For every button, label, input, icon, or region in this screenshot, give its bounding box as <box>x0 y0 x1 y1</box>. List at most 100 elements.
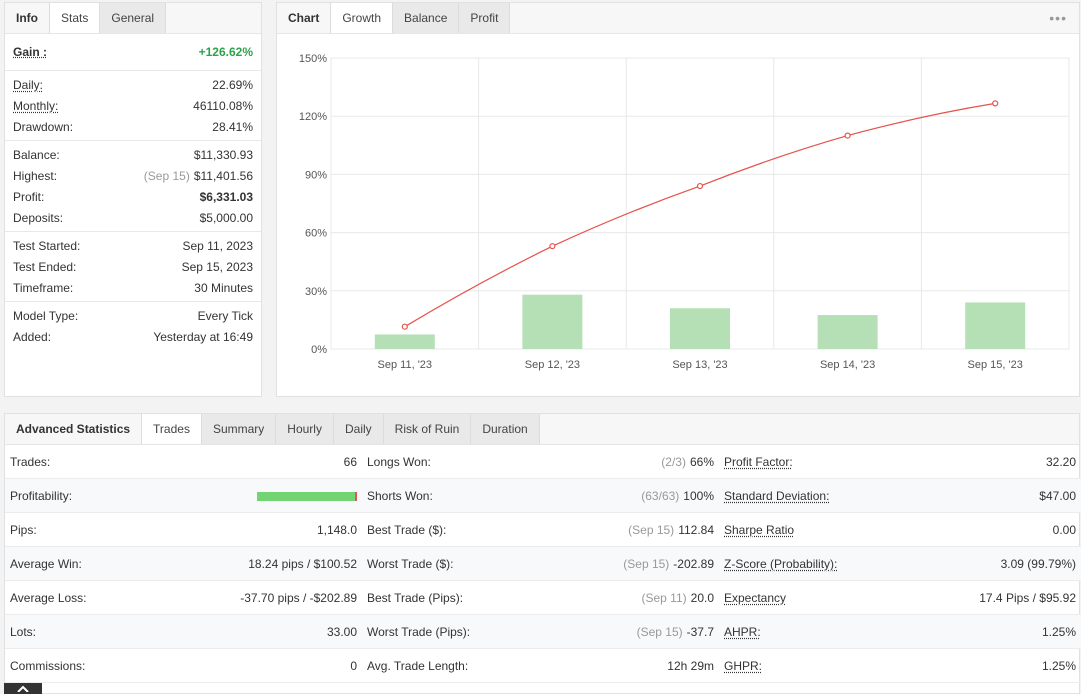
info-row: Model Type: Every Tick <box>5 305 261 326</box>
stat-label: Best Trade (Pips): <box>367 590 464 605</box>
stat-value: 20.0 <box>690 590 714 605</box>
stat-label[interactable]: Sharpe Ratio <box>724 522 795 537</box>
tab-risk-of-ruin[interactable]: Risk of Ruin <box>383 414 472 444</box>
info-value-wrap: 46110.08% <box>193 99 253 113</box>
tab-profit[interactable]: Profit <box>459 3 511 33</box>
stat-value-cell: 1.25% <box>919 614 1081 649</box>
info-label: Profit: <box>13 189 45 204</box>
tab-hourly[interactable]: Hourly <box>276 414 334 444</box>
stat-label[interactable]: AHPR: <box>724 624 761 639</box>
stat-value-cell: $47.00 <box>919 478 1081 513</box>
info-row: Test Ended: Sep 15, 2023 <box>5 256 261 277</box>
info-value: Sep 11, 2023 <box>182 238 253 253</box>
tab-summary[interactable]: Summary <box>201 414 277 444</box>
stat-value: 18.24 pips / $100.52 <box>248 556 357 571</box>
growth-point[interactable] <box>549 243 556 250</box>
stat-label[interactable]: Profit Factor: <box>724 454 793 469</box>
info-label: Timeframe: <box>13 280 74 295</box>
info-value-wrap: 30 Minutes <box>194 281 253 295</box>
tab-trades[interactable]: Trades <box>142 414 202 444</box>
stat-label: Longs Won: <box>367 454 431 469</box>
info-group: Test Started: Sep 11, 2023 Test Ended: Sep … <box>5 232 261 302</box>
info-group: Model Type: Every Tick Added: Yesterday at … <box>5 302 261 350</box>
stat-value-cell: (2/3) 66% <box>548 445 719 479</box>
chart-panel: Chart Growth Balance Profit ••• 0% 30% 60%… <box>276 2 1080 397</box>
growth-point[interactable] <box>992 100 999 107</box>
stat-label-cell: AHPR: <box>719 614 919 649</box>
stat-label: Profitability: <box>10 488 73 503</box>
info-tabs: Info Stats General <box>5 3 261 34</box>
stat-value: 17.4 Pips / $95.92 <box>979 590 1076 605</box>
stat-label-cell: Profitability: <box>5 478 185 513</box>
stat-label-cell: Best Trade (Pips): <box>362 580 548 615</box>
tab-duration[interactable]: Duration <box>471 414 540 444</box>
stats-tabs: Advanced Statistics Trades Summary Hourl… <box>5 414 1079 445</box>
tab-daily[interactable]: Daily <box>333 414 384 444</box>
stat-label[interactable]: GHPR: <box>724 658 763 673</box>
growth-bar[interactable] <box>817 315 878 349</box>
growth-bar[interactable] <box>670 308 730 349</box>
stat-label-cell: Profit Factor: <box>719 445 919 479</box>
info-label[interactable]: Monthly: <box>13 98 59 113</box>
stat-label-cell: Sharpe Ratio <box>719 512 919 547</box>
stat-value: $47.00 <box>1039 488 1076 503</box>
stat-label: Worst Trade ($): <box>367 556 454 571</box>
growth-point[interactable] <box>401 323 408 330</box>
y-tick-label: 0% <box>311 344 327 356</box>
growth-bar[interactable] <box>374 334 435 349</box>
info-label: Drawdown: <box>13 119 74 134</box>
stat-value: 12h 29m <box>667 658 714 673</box>
stat-label-cell: GHPR: <box>719 648 919 683</box>
stat-value-cell: 1,148.0 <box>185 512 362 547</box>
info-value: Every Tick <box>197 308 253 323</box>
info-label: Deposits: <box>13 210 64 225</box>
stat-label[interactable]: Expectancy <box>724 590 787 605</box>
stat-value: -37.7 <box>686 624 714 639</box>
tab-balance[interactable]: Balance <box>393 3 460 33</box>
scroll-to-top-button[interactable] <box>4 683 42 694</box>
stat-note: (Sep 15) <box>623 556 670 571</box>
stat-value-cell: (Sep 11) 20.0 <box>548 580 719 615</box>
info-label[interactable]: Daily: <box>13 77 44 92</box>
stat-label[interactable]: Z-Score (Probability): <box>724 556 838 571</box>
growth-point[interactable] <box>844 132 851 139</box>
stat-value: 33.00 <box>326 624 357 639</box>
tab-stats[interactable]: Stats <box>50 3 101 33</box>
stat-value: 32.20 <box>1045 454 1076 469</box>
y-tick-label: 30% <box>305 286 327 298</box>
info-value: 28.41% <box>212 119 253 134</box>
tab-growth[interactable]: Growth <box>331 3 394 33</box>
stat-value-cell: (Sep 15) -37.7 <box>548 614 719 649</box>
profitability-bar-loss <box>355 491 357 501</box>
info-label: Highest: <box>13 168 58 183</box>
growth-bar[interactable] <box>965 302 1026 349</box>
stat-value-cell: 17.4 Pips / $95.92 <box>919 580 1081 615</box>
stat-note: (63/63) <box>641 488 680 503</box>
info-value-wrap: Yesterday at 16:49 <box>153 330 253 344</box>
stat-label-cell: Lots: <box>5 614 185 649</box>
stat-note: (Sep 15) <box>628 522 675 537</box>
stats-row: Average Loss: -37.70 pips / -$202.89 Best … <box>5 580 1081 615</box>
stat-label: Commissions: <box>10 658 86 673</box>
stats-row: Lots: 33.00 Worst Trade (Pips): (Sep 15) -37… <box>5 614 1081 649</box>
more-dots-icon[interactable]: ••• <box>1049 10 1067 26</box>
y-tick-label: 60% <box>305 228 327 240</box>
info-value-wrap: Sep 15, 2023 <box>182 260 253 274</box>
stat-value-cell: 0.00 <box>919 512 1081 547</box>
info-row: Highest: (Sep 15) $11,401.56 <box>5 165 261 186</box>
tab-chart: Chart <box>277 3 332 33</box>
chevron-up-icon <box>17 685 29 692</box>
gain-label[interactable]: Gain : <box>13 45 48 59</box>
info-value: 22.69% <box>212 77 253 92</box>
stat-label: Best Trade ($): <box>367 522 447 537</box>
growth-bar[interactable] <box>522 294 583 349</box>
tab-general[interactable]: General <box>100 3 167 33</box>
stat-value-cell: (Sep 15) 112.84 <box>548 512 719 547</box>
y-tick-label: 150% <box>299 53 327 65</box>
info-value-wrap: $11,330.93 <box>194 148 253 162</box>
x-tick-label: Sep 11, '23 <box>378 359 433 371</box>
stat-label[interactable]: Standard Deviation: <box>724 488 830 503</box>
stat-value: 3.09 (99.79%) <box>1000 556 1076 571</box>
growth-point[interactable] <box>696 182 704 190</box>
info-value-wrap: $5,000.00 <box>200 211 253 225</box>
